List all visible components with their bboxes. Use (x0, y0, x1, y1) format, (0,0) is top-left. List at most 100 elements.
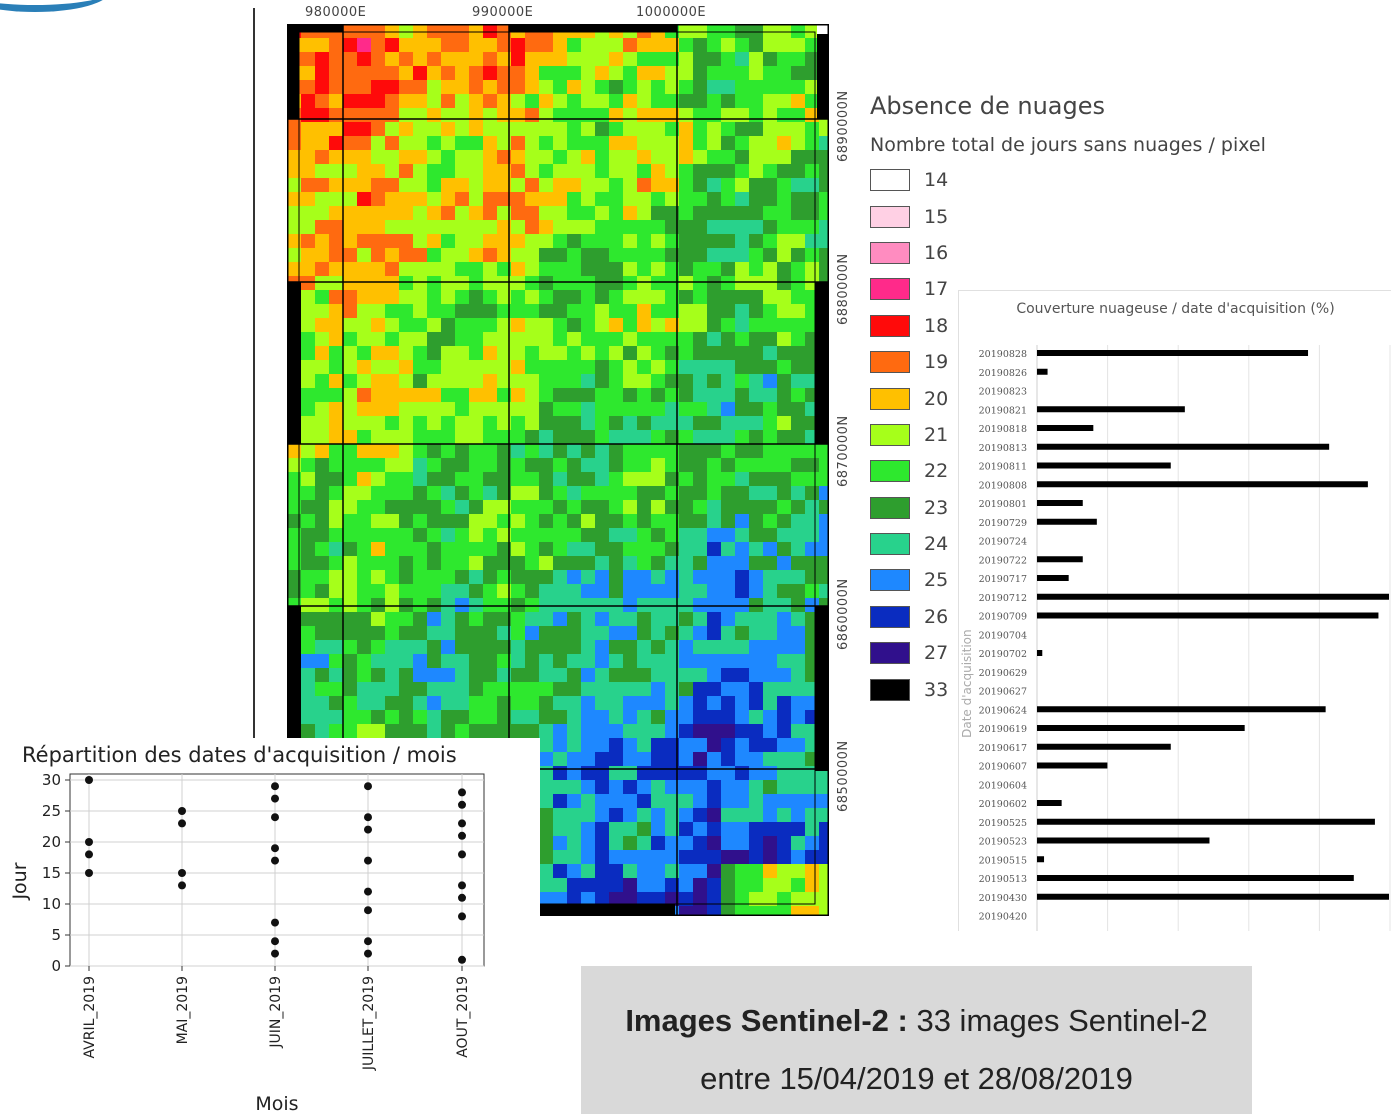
map-cell (371, 52, 385, 66)
map-cell (567, 150, 581, 164)
map-cell (819, 864, 829, 878)
map-cell (623, 500, 637, 514)
map-cell (707, 738, 721, 752)
map-cell (791, 766, 805, 780)
map-cell (623, 318, 637, 332)
legend-item: 26 (870, 599, 1310, 635)
map-cell (735, 304, 749, 318)
map-cell (693, 332, 707, 346)
map-cell (427, 668, 441, 682)
map-cell (777, 122, 791, 136)
legend-swatch (870, 642, 910, 665)
map-cell (357, 24, 371, 38)
map-cell (819, 178, 829, 202)
map-cell (315, 514, 329, 528)
map-cell (595, 374, 609, 388)
map-cell (679, 514, 693, 528)
map-cell (357, 136, 371, 150)
map-cell (343, 248, 357, 262)
map-cell (427, 192, 441, 206)
map-cell (525, 332, 539, 346)
map-cell (357, 500, 371, 514)
map-cell (637, 850, 651, 864)
legend-item: 20 (870, 380, 1310, 416)
map-cell (567, 38, 581, 52)
map-cell (693, 150, 707, 164)
map-cell (511, 612, 525, 626)
map-cell (413, 80, 427, 94)
map-cell (665, 430, 679, 444)
legend-swatch (870, 314, 910, 337)
map-cell (483, 654, 497, 668)
map-cell (371, 710, 385, 724)
map-cell (749, 248, 763, 262)
map-cell (693, 626, 707, 640)
map-cell (707, 24, 721, 38)
map-cell (553, 696, 567, 710)
map-cell (511, 416, 525, 430)
bar (1037, 350, 1309, 356)
map-cell (357, 486, 371, 500)
map-cell (301, 584, 315, 598)
map-cell (595, 808, 609, 822)
scatter-x-axis-label: Mois (255, 1093, 298, 1114)
map-cell (581, 108, 595, 122)
map-cell (763, 52, 777, 66)
map-cell (287, 262, 301, 276)
map-cell (413, 234, 427, 248)
map-cell (497, 276, 511, 290)
map-cell (329, 430, 343, 444)
map-cell (357, 724, 371, 738)
legend-item-label: 18 (924, 314, 949, 337)
map-cell (777, 626, 791, 640)
map-cell (707, 626, 721, 640)
map-cell (791, 822, 805, 836)
map-cell (357, 80, 371, 94)
legend-item: 15 (870, 198, 1310, 234)
map-cell (581, 220, 595, 234)
map-cell (651, 430, 665, 444)
map-nodata-band (509, 24, 677, 32)
map-cell (819, 584, 829, 608)
map-cell (791, 794, 805, 808)
map-cell (483, 276, 497, 290)
map-cell (287, 136, 301, 150)
map-cell (357, 458, 371, 472)
map-cell (651, 150, 665, 164)
map-cell (441, 472, 455, 486)
map-cell (301, 486, 315, 500)
map-cell (595, 262, 609, 276)
map-cell (623, 458, 637, 472)
map-cell (819, 458, 829, 472)
map-cell (735, 542, 749, 556)
map-cell (483, 66, 497, 80)
map-cell (441, 528, 455, 542)
map-cell (385, 584, 399, 598)
map-cell (623, 388, 637, 402)
map-nodata-band (815, 606, 829, 771)
map-cell (721, 836, 735, 850)
map-cell (679, 472, 693, 486)
map-cell (665, 892, 679, 906)
map-cell (707, 486, 721, 500)
map-cell (581, 836, 595, 850)
map-cell (329, 234, 343, 248)
map-cell (749, 388, 763, 402)
map-cell (525, 94, 539, 108)
map-cell (609, 178, 623, 192)
bar (1037, 593, 1389, 600)
map-cell (469, 542, 483, 556)
map-cell (315, 402, 329, 416)
map-cell (623, 122, 637, 136)
map-cell (721, 780, 735, 794)
map-cell (413, 178, 427, 192)
map-cell (525, 304, 539, 318)
scatter-y-tick-label: 10 (42, 895, 61, 913)
map-cell (651, 878, 665, 892)
map-cell (665, 94, 679, 108)
map-cell (567, 514, 581, 528)
map-cell (301, 514, 315, 528)
map-cell (525, 668, 539, 682)
map-cell (651, 892, 665, 906)
map-cell (791, 864, 805, 878)
